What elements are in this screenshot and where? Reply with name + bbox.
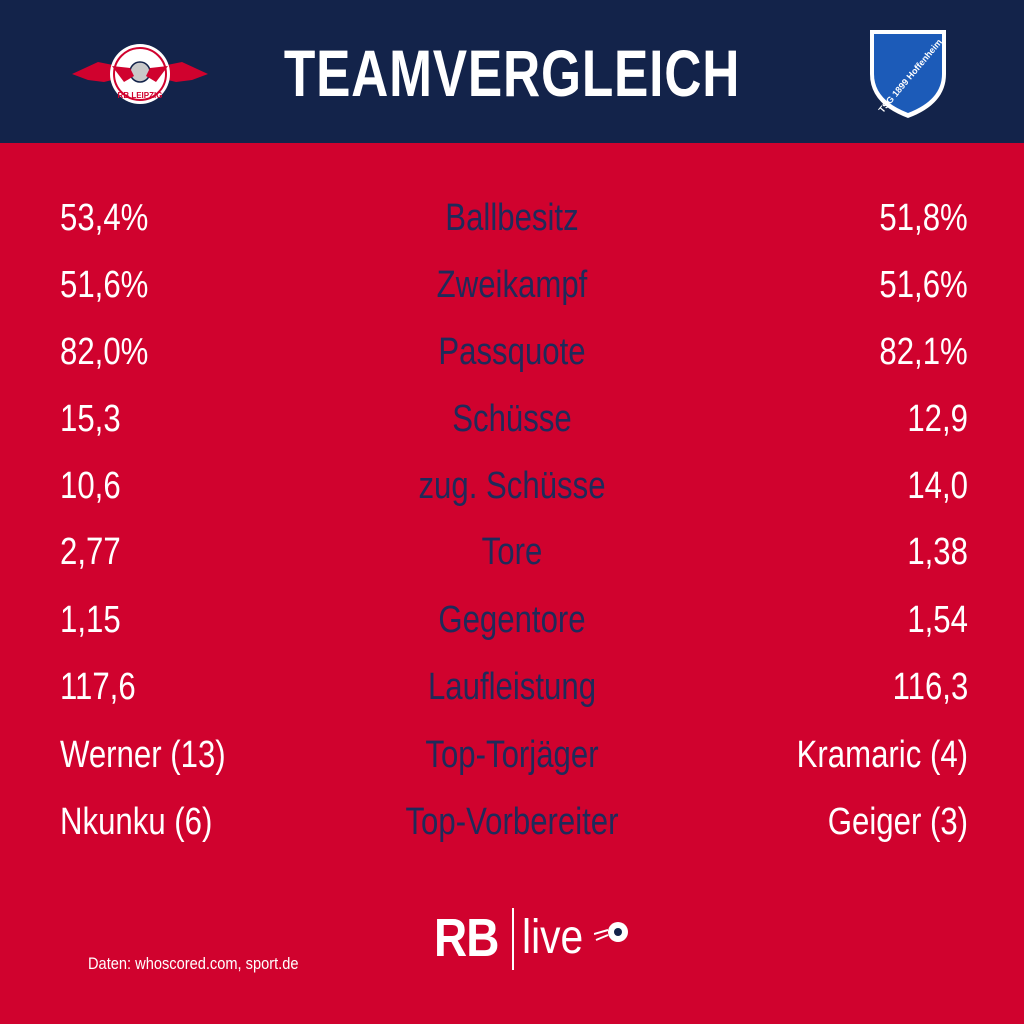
brand-divider [512, 908, 514, 970]
stat-row-zug-schuesse: 10,6 zug. Schüsse 14,0 [0, 456, 1024, 516]
right-value: 82,1% [879, 331, 968, 373]
left-value: 2,77 [60, 531, 121, 573]
stat-row-laufleistung: 117,6 Laufleistung 116,3 [0, 657, 1024, 717]
rb-live-logo: RB live [434, 904, 634, 974]
stat-row-passquote: 82,0% Passquote 82,1% [0, 322, 1024, 382]
brand-rb-text: RB [434, 908, 499, 968]
stat-label: Gegentore [438, 599, 586, 641]
stat-label: Top-Vorbereiter [405, 801, 619, 843]
rb-leipzig-logo-text: RB LEIPZIG [118, 91, 163, 100]
right-value: Kramaric (4) [796, 734, 968, 776]
football-icon [594, 922, 628, 942]
left-value: 82,0% [60, 331, 149, 373]
stat-label: Top-Torjäger [425, 734, 599, 776]
right-value: Geiger (3) [827, 801, 968, 843]
right-value: 12,9 [907, 398, 968, 440]
stat-label: Ballbesitz [445, 197, 579, 239]
stat-label: Zweikampf [436, 264, 588, 306]
right-value: 1,38 [907, 531, 968, 573]
header-bar: RB LEIPZIG TEAMVERGLEICH TSG 1899 Hoffen… [0, 0, 1024, 143]
right-value: 1,54 [907, 599, 968, 641]
stat-row-top-vorbereiter: Nkunku (6) Top-Vorbereiter Geiger (3) [0, 792, 1024, 852]
stat-row-zweikampf: 51,6% Zweikampf 51,6% [0, 255, 1024, 315]
left-value: Nkunku (6) [60, 801, 213, 843]
right-value: 116,3 [892, 666, 968, 708]
stat-label: Passquote [438, 331, 586, 373]
left-value: 15,3 [60, 398, 121, 440]
stat-label: Schüsse [452, 398, 572, 440]
stat-row-tore: 2,77 Tore 1,38 [0, 522, 1024, 582]
page-title: TEAMVERGLEICH [283, 36, 741, 110]
right-value: 51,8% [879, 197, 968, 239]
brand-live-text: live [522, 911, 584, 964]
stat-row-ballbesitz: 53,4% Ballbesitz 51,8% [0, 188, 1024, 248]
tsg-hoffenheim-logo-icon: TSG 1899 Hoffenheim [870, 30, 946, 118]
stat-label: zug. Schüsse [418, 465, 606, 507]
stat-row-top-torjaeger: Werner (13) Top-Torjäger Kramaric (4) [0, 725, 1024, 785]
stat-label: Laufleistung [427, 666, 597, 708]
left-value: 53,4% [60, 197, 149, 239]
left-value: Werner (13) [60, 734, 226, 776]
right-value: 14,0 [907, 465, 968, 507]
data-source-note: Daten: whoscored.com, sport.de [88, 954, 299, 973]
right-value: 51,6% [879, 264, 968, 306]
left-value: 117,6 [60, 666, 136, 708]
stat-row-schuesse: 15,3 Schüsse 12,9 [0, 389, 1024, 449]
left-value: 10,6 [60, 465, 121, 507]
left-value: 51,6% [60, 264, 149, 306]
stat-label: Tore [481, 531, 543, 573]
stat-row-gegentore: 1,15 Gegentore 1,54 [0, 590, 1024, 650]
rb-leipzig-logo-icon: RB LEIPZIG [72, 44, 208, 104]
left-value: 1,15 [60, 599, 121, 641]
